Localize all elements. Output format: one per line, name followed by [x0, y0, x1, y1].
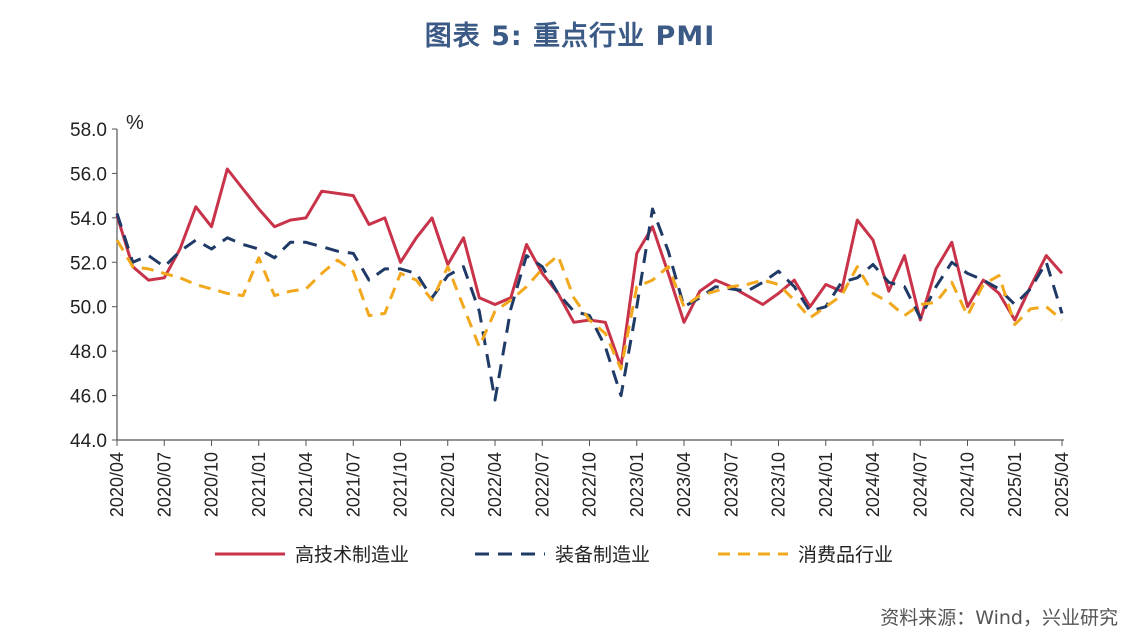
series-layer	[115, 167, 1064, 402]
x-tick-label: 2020/04	[107, 452, 127, 517]
source-note: 资料来源：Wind，兴业研究	[880, 607, 1118, 629]
series-line-1	[115, 167, 1064, 369]
x-tick-label: 2023/01	[627, 452, 647, 517]
y-tick-label: 52.0	[70, 253, 107, 274]
axes: 44.0 46.0 48.0 50.0 52.0 54.0 56.0 58.0 % 2020/04…	[70, 112, 1072, 517]
y-tick-label: 50.0	[70, 298, 107, 319]
series-line-3	[115, 239, 1063, 371]
x-tick-label: 2021/10	[391, 452, 411, 517]
x-tick-label: 2024/07	[910, 452, 930, 517]
y-tick-label: 54.0	[70, 209, 107, 230]
x-tick-label: 2022/10	[580, 452, 600, 517]
y-unit-label: %	[126, 112, 144, 134]
x-tick-label: 2022/04	[485, 452, 505, 517]
y-tick-label: 46.0	[70, 387, 107, 408]
y-tick-label: 48.0	[70, 342, 107, 363]
chart-title: 图表 5: 重点行业 PMI	[424, 21, 716, 52]
legend: 高技术制造业 装备制造业 消费品行业	[215, 544, 893, 566]
legend-label-1: 高技术制造业	[295, 544, 409, 566]
x-tick-label: 2021/04	[296, 452, 316, 517]
x-tick-label: 2020/10	[202, 452, 222, 517]
legend-label-3: 消费品行业	[798, 544, 893, 566]
x-tick-label: 2023/10	[769, 452, 789, 517]
y-tick-label: 58.0	[70, 120, 107, 141]
x-tick-label: 2020/07	[154, 452, 174, 517]
y-tick-label: 56.0	[70, 164, 107, 185]
x-tick-label: 2022/07	[532, 452, 552, 517]
x-tick-label: 2022/01	[438, 452, 458, 517]
x-tick-label: 2024/10	[958, 452, 978, 517]
x-tick-label: 2025/04	[1052, 452, 1072, 517]
y-tick-label: 44.0	[70, 431, 107, 452]
x-tick-label: 2024/01	[816, 452, 836, 517]
x-tick-label: 2021/01	[249, 452, 269, 517]
x-tick-label: 2021/07	[343, 452, 363, 517]
x-tick-label: 2023/04	[674, 452, 694, 517]
series-line-2	[115, 207, 1064, 402]
legend-label-2: 装备制造业	[555, 544, 650, 566]
x-tick-label: 2023/07	[721, 452, 741, 517]
x-tick-label: 2024/04	[863, 452, 883, 517]
x-tick-label: 2025/01	[1005, 452, 1025, 517]
